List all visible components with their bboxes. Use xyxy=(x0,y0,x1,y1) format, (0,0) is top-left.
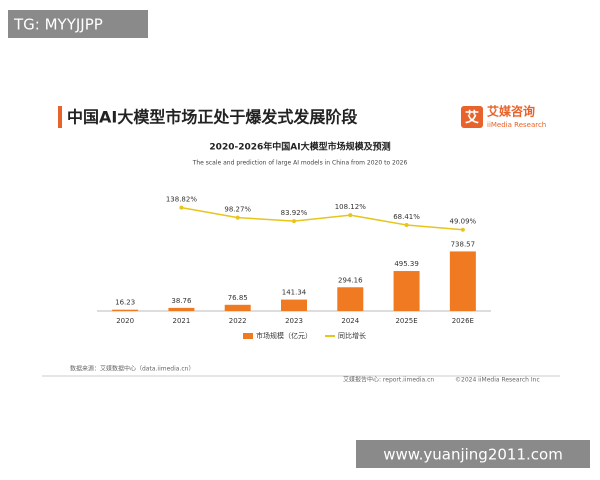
legend-swatch xyxy=(243,333,253,339)
bar-label: 76.85 xyxy=(228,294,248,302)
line-label: 138.82% xyxy=(166,196,197,204)
x-tick-label: 2020 xyxy=(116,317,134,325)
chart-title: 2020-2026年中国AI大模型市场规模及预测 xyxy=(209,141,390,153)
bar-label: 16.23 xyxy=(115,299,135,307)
line-point xyxy=(404,222,409,227)
line-label: 98.27% xyxy=(224,206,251,214)
line-label: 68.41% xyxy=(393,213,420,221)
logo-sub: iiMedia Research xyxy=(487,121,546,129)
bar xyxy=(112,309,139,311)
bar xyxy=(168,307,195,311)
bar xyxy=(393,271,420,311)
x-tick-label: 2022 xyxy=(229,317,247,325)
bar-label: 294.16 xyxy=(338,276,363,284)
legend-label: 市场规模（亿元） xyxy=(256,331,312,340)
bar xyxy=(337,287,364,311)
x-tick-label: 2021 xyxy=(173,317,191,325)
line xyxy=(181,206,463,231)
line-point xyxy=(179,205,184,210)
watermark: TG: MYYJJPP xyxy=(13,16,103,34)
footer-copyright: ©2024 iiMedia Research Inc xyxy=(455,377,540,384)
chart-subtitle: The scale and prediction of large AI mod… xyxy=(192,160,408,167)
x-tick-label: 2023 xyxy=(285,317,303,325)
bar-label: 738.57 xyxy=(451,240,476,248)
logo-glyph: 艾 xyxy=(465,109,479,126)
bar-label: 141.34 xyxy=(282,289,307,297)
header-accent xyxy=(58,106,62,128)
legend-label: 同比增长 xyxy=(338,331,366,340)
watermark-box xyxy=(8,10,148,38)
line-label: 49.09% xyxy=(450,218,477,226)
line-label: 108.12% xyxy=(335,203,366,211)
logo-icon xyxy=(461,106,483,128)
bar-label: 495.39 xyxy=(394,260,419,268)
bar xyxy=(281,299,307,311)
watermark-box xyxy=(356,440,590,468)
bar xyxy=(224,304,251,311)
line-point xyxy=(292,219,296,224)
watermark: www.yuanjing2011.com xyxy=(383,446,563,464)
header-title: 中国AI大模型市场正处于爆发式发展阶段 xyxy=(67,108,358,127)
line-point xyxy=(235,215,240,220)
line-label: 83.92% xyxy=(281,209,308,217)
x-tick-label: 2026E xyxy=(452,317,474,325)
x-tick-label: 2024 xyxy=(341,317,359,325)
source: 数据来源：艾媒数据中心（data.iimedia.cn） xyxy=(70,365,194,373)
line-point xyxy=(460,227,465,232)
bar-label: 38.76 xyxy=(171,297,192,305)
footer-report: 艾媒报告中心: report.iimedia.cn xyxy=(343,376,434,384)
logo-name: 艾媒咨询 xyxy=(487,104,535,119)
bar xyxy=(449,251,476,311)
line-point xyxy=(348,213,353,218)
x-tick-label: 2025E xyxy=(395,317,417,325)
